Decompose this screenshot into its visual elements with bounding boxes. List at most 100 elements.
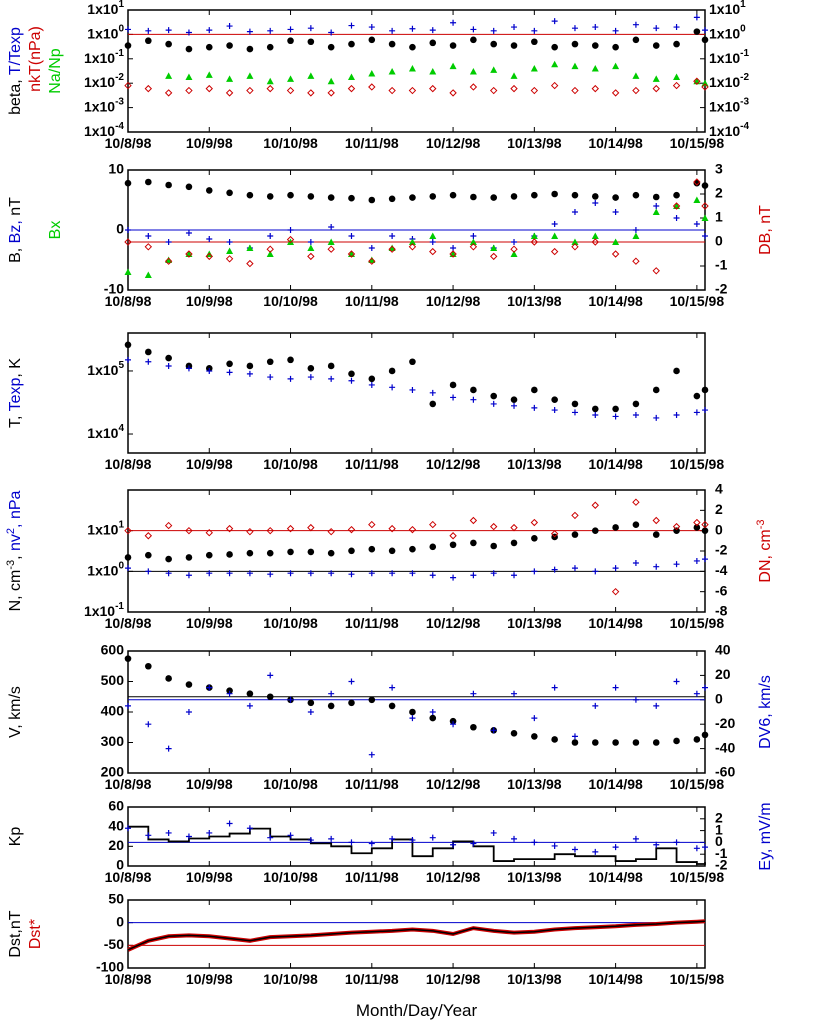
data-point bbox=[702, 233, 708, 239]
data-point bbox=[551, 43, 558, 51]
data-point bbox=[368, 840, 375, 847]
data-point bbox=[470, 386, 477, 394]
data-point bbox=[653, 702, 660, 709]
x-tick-label: 10/13/98 bbox=[507, 869, 562, 885]
data-point bbox=[612, 209, 619, 215]
data-point bbox=[701, 83, 709, 91]
data-point bbox=[246, 259, 254, 268]
data-point bbox=[246, 86, 254, 95]
data-series bbox=[124, 341, 709, 413]
y2-tick-label: 1x100 bbox=[709, 23, 746, 41]
data-point bbox=[612, 524, 619, 531]
data-point bbox=[702, 407, 708, 414]
data-point bbox=[287, 696, 294, 703]
y-tick-label: -100 bbox=[96, 959, 124, 975]
data-point bbox=[702, 844, 708, 851]
x-tick-label: 10/15/98 bbox=[670, 615, 725, 631]
data-point bbox=[531, 38, 538, 46]
data-point bbox=[531, 191, 538, 199]
x-tick-label: 10/9/98 bbox=[186, 869, 233, 885]
data-point bbox=[266, 250, 274, 257]
data-point bbox=[611, 250, 620, 258]
x-tick-label: 10/15/98 bbox=[670, 971, 725, 987]
data-point bbox=[348, 40, 355, 48]
data-point bbox=[368, 375, 376, 383]
x-tick-label: 10/11/98 bbox=[345, 135, 399, 151]
data-point bbox=[124, 341, 132, 349]
x-tick-label: 10/10/98 bbox=[263, 293, 318, 309]
data-point bbox=[632, 72, 640, 79]
data-point bbox=[470, 193, 477, 201]
data-point bbox=[490, 66, 498, 73]
y-tick-label: 1x10-2 bbox=[84, 72, 124, 90]
data-point bbox=[408, 65, 416, 72]
data-point bbox=[632, 696, 639, 703]
data-point bbox=[124, 554, 132, 561]
data-point bbox=[267, 374, 274, 381]
data-point bbox=[246, 527, 254, 536]
y-tick-label: 1x10-1 bbox=[84, 47, 124, 65]
data-point bbox=[389, 27, 396, 34]
data-point bbox=[226, 551, 233, 558]
data-series bbox=[124, 521, 709, 563]
y-axis-label: B, Bz, nT bbox=[7, 197, 24, 263]
data-point bbox=[449, 381, 457, 389]
data-point bbox=[389, 684, 396, 691]
data-point bbox=[511, 572, 518, 579]
y2-tick-label: 1x101 bbox=[709, 0, 746, 17]
y2-tick-label: 40 bbox=[715, 642, 731, 658]
data-point bbox=[592, 848, 599, 855]
data-point bbox=[450, 19, 457, 26]
x-tick-label: 10/13/98 bbox=[507, 135, 562, 151]
y2-tick-label: -4 bbox=[715, 562, 728, 578]
x-tick-label: 10/8/98 bbox=[105, 135, 152, 151]
data-point bbox=[673, 527, 680, 534]
data-point bbox=[388, 702, 396, 710]
data-series bbox=[125, 556, 708, 581]
data-point bbox=[511, 690, 518, 697]
y2-tick-label: 2 bbox=[715, 810, 723, 826]
x-tick-label: 10/12/98 bbox=[426, 456, 481, 472]
data-point bbox=[673, 191, 680, 199]
data-point bbox=[328, 690, 335, 697]
data-series bbox=[128, 825, 706, 865]
y-tick-label: 0 bbox=[116, 857, 124, 873]
data-point bbox=[347, 525, 356, 534]
data-point bbox=[205, 551, 213, 559]
data-point bbox=[591, 42, 599, 49]
data-point bbox=[531, 534, 538, 542]
data-point bbox=[632, 835, 639, 842]
data-point bbox=[225, 255, 234, 263]
data-point bbox=[266, 43, 274, 51]
data-point bbox=[185, 73, 193, 80]
data-point bbox=[348, 22, 355, 29]
data-point bbox=[429, 520, 437, 529]
data-point bbox=[571, 40, 579, 48]
x-tick-label: 10/9/98 bbox=[186, 293, 233, 309]
data-point bbox=[164, 89, 173, 97]
data-point bbox=[307, 239, 314, 245]
data-point bbox=[226, 360, 233, 368]
data-point bbox=[409, 386, 416, 393]
y-tick-label: 60 bbox=[108, 798, 124, 814]
data-point bbox=[672, 522, 681, 531]
data-point bbox=[368, 24, 375, 31]
data-point bbox=[429, 572, 436, 579]
data-point bbox=[571, 243, 579, 251]
data-point bbox=[206, 367, 213, 374]
data-series bbox=[124, 178, 709, 204]
plot-frame bbox=[127, 489, 706, 613]
data-point bbox=[408, 525, 417, 534]
x-tick-label: 10/14/98 bbox=[588, 135, 643, 151]
data-point bbox=[205, 43, 213, 51]
data-point bbox=[348, 699, 355, 707]
data-point bbox=[145, 551, 152, 559]
data-point bbox=[571, 565, 578, 572]
data-point bbox=[652, 267, 660, 275]
data-point bbox=[124, 526, 132, 535]
data-point bbox=[327, 527, 335, 536]
data-point bbox=[206, 570, 213, 577]
y-tick-label: 50 bbox=[108, 891, 124, 907]
y-tick-label: 500 bbox=[101, 672, 125, 688]
y2-tick-label: 0 bbox=[715, 691, 723, 707]
